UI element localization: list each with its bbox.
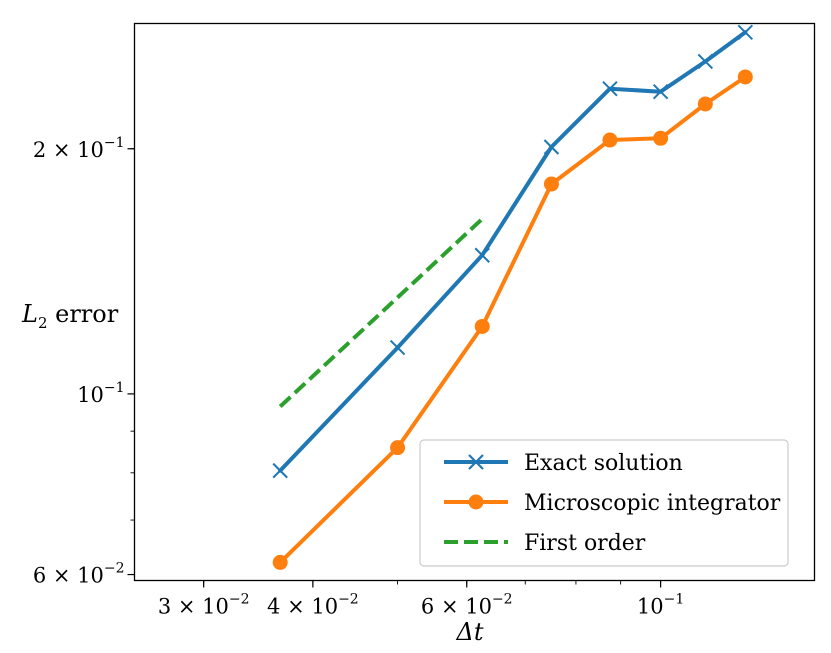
legend-first-order-label: First order xyxy=(524,531,646,556)
data-point-exact-solution xyxy=(389,339,406,356)
data-point-microscopic-integrator xyxy=(653,130,669,146)
data-point-microscopic-integrator xyxy=(543,176,559,192)
legend-microscopic-integrator-marker xyxy=(468,494,484,510)
data-point-microscopic-integrator xyxy=(272,554,288,570)
data-point-exact-solution xyxy=(652,84,669,100)
x-tick-label: 3 × 10−2 xyxy=(158,592,250,619)
data-point-microscopic-integrator xyxy=(602,132,618,148)
x-tick-label: 6 × 10−2 xyxy=(421,592,513,619)
series-line-microscopic-integrator xyxy=(278,75,748,565)
legend-exact-solution-label: Exact solution xyxy=(524,451,683,476)
y-tick-label: 10−1 xyxy=(77,380,124,407)
data-point-microscopic-integrator xyxy=(474,318,490,334)
data-point-exact-solution xyxy=(543,139,560,155)
legend-frame xyxy=(419,439,789,567)
y-axis-label: L2 error xyxy=(21,300,119,332)
data-point-microscopic-integrator xyxy=(697,96,713,112)
data-point-exact-solution xyxy=(697,53,714,70)
x-tick-label: 10−1 xyxy=(637,592,684,619)
series-line-exact-solution xyxy=(278,30,748,473)
x-tick-label: 4 × 10−2 xyxy=(267,592,359,619)
legend: Exact solution Microscopic integrator Fi… xyxy=(419,439,789,567)
legend-microscopic-integrator-label: Microscopic integrator xyxy=(524,491,781,516)
data-point-exact-solution xyxy=(272,462,288,479)
data-point-exact-solution xyxy=(737,24,754,41)
legend-exact-solution-marker xyxy=(468,454,484,470)
series-line-first-order xyxy=(278,217,484,408)
x-axis-label: Δt xyxy=(456,618,484,646)
ticks: 3 × 10−2 4 × 10−2 6 × 10−2 10−1 6 × 10−2 10−1… xyxy=(33,135,684,619)
y-tick-label: 2 × 10−1 xyxy=(33,135,125,162)
data-point-exact-solution xyxy=(602,81,618,97)
data-point-microscopic-integrator xyxy=(390,440,406,456)
plot-area-frame xyxy=(133,22,816,582)
data-point-microscopic-integrator xyxy=(737,69,753,85)
y-tick-label: 6 × 10−2 xyxy=(33,561,125,588)
series-layer xyxy=(272,24,754,570)
data-point-exact-solution xyxy=(474,247,490,263)
